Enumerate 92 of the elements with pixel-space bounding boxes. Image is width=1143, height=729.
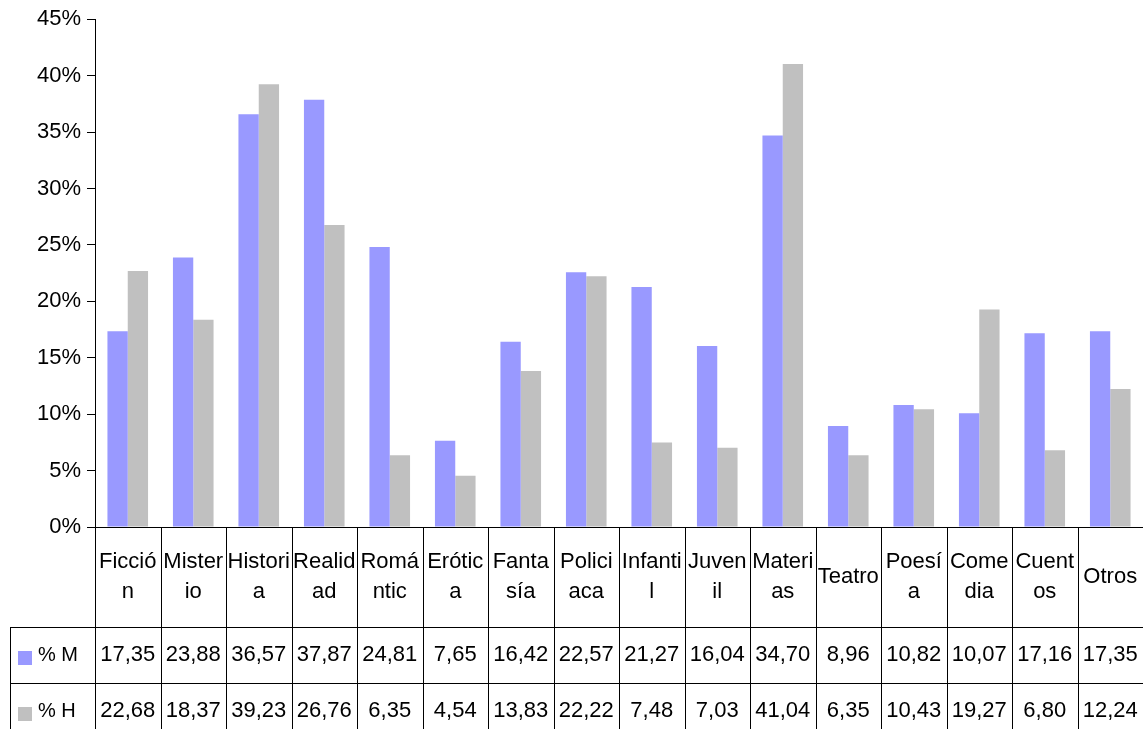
bar: [107, 331, 128, 527]
x-tick-label: Infantil: [621, 548, 682, 604]
bar: [127, 271, 149, 527]
x-tick-label: Erótica: [427, 548, 484, 604]
data-label: 24,81: [362, 641, 418, 667]
x-tick-label: Policiaca: [559, 548, 613, 604]
data-label: 22,68: [100, 697, 156, 723]
y-tick-label: 15%: [36, 343, 81, 369]
bar: [979, 309, 1000, 527]
bar: [782, 63, 804, 527]
data-label: 21,27: [624, 641, 680, 667]
bar: [1044, 450, 1066, 527]
bar: [848, 455, 869, 527]
y-tick-label: 10%: [36, 400, 81, 426]
x-tick-label: Ficción: [99, 548, 157, 604]
data-label: 37,87: [296, 641, 352, 667]
data-label: 12,24: [1082, 697, 1138, 723]
data-label: 4,54: [433, 697, 477, 723]
data-label: 6,35: [368, 697, 412, 723]
bar: [520, 370, 542, 527]
bar: [717, 447, 738, 527]
x-tick-label: Juvenil: [687, 548, 747, 604]
data-label: 18,37: [165, 697, 221, 723]
data-label: 17,16: [1017, 641, 1073, 667]
x-tick-label: Misterio: [163, 548, 224, 604]
data-label: 22,57: [558, 641, 614, 667]
data-label: 26,76: [296, 697, 352, 723]
data-label: 6,35: [826, 697, 870, 723]
data-label: 23,88: [165, 641, 221, 667]
bar: [1110, 388, 1131, 527]
data-label: 10,43: [886, 697, 942, 723]
data-label: 10,82: [886, 641, 942, 667]
data-label: 6,80: [1023, 697, 1067, 723]
bar: [258, 84, 280, 527]
x-tick-label: Poesía: [885, 548, 942, 604]
bar: [455, 475, 476, 527]
x-tick-label: Otros: [1083, 563, 1138, 589]
bar: [893, 404, 914, 527]
x-tick-label: Cuentos: [1015, 548, 1075, 604]
bar: [369, 247, 390, 527]
x-tick-label: Materias: [752, 548, 814, 604]
y-tick-label: 20%: [36, 287, 81, 313]
data-label: 16,42: [493, 641, 549, 667]
data-label: 41,04: [755, 697, 811, 723]
bar: [958, 413, 980, 527]
x-tick-label: Teatro: [817, 563, 879, 589]
data-label: 17,35: [100, 641, 156, 667]
y-tick-label: 35%: [36, 118, 81, 144]
data-label: 8,96: [826, 641, 870, 667]
y-tick-label: 0%: [49, 513, 81, 539]
data-label: 39,23: [231, 697, 287, 723]
bar: [762, 135, 783, 527]
x-tick-label: Fantasía: [492, 548, 550, 604]
y-tick-label: 45%: [36, 5, 81, 31]
bar: [827, 425, 849, 527]
y-tick-label: 5%: [49, 456, 81, 482]
data-label: 7,03: [695, 697, 739, 723]
data-label: 7,65: [433, 641, 477, 667]
bar: [1089, 331, 1111, 527]
bar: [434, 440, 456, 527]
data-label: 10,07: [951, 641, 1007, 667]
bar: [324, 225, 345, 527]
data-label: 17,35: [1082, 641, 1138, 667]
y-tick-label: 30%: [36, 174, 81, 200]
bar: [500, 341, 521, 527]
data-label: 16,04: [689, 641, 745, 667]
bar: [696, 346, 718, 527]
data-label: 22,22: [558, 697, 614, 723]
data-label: 19,27: [951, 697, 1007, 723]
x-tick-label: Historia: [227, 548, 290, 604]
bar: [631, 286, 652, 527]
x-tick-label: Romántic: [360, 548, 420, 604]
bar: [193, 319, 214, 527]
data-label: 34,70: [755, 641, 811, 667]
data-label: 7,48: [630, 697, 674, 723]
data-label: 36,57: [231, 641, 287, 667]
bar: [172, 257, 194, 527]
data-label: 13,83: [493, 697, 549, 723]
y-tick-label: 40%: [36, 61, 81, 87]
bar: [651, 442, 673, 527]
bar: [565, 272, 587, 527]
y-tick-label: 25%: [36, 230, 81, 256]
x-tick-label: Realidad: [293, 548, 356, 604]
bar: [913, 409, 935, 527]
bar: [586, 276, 607, 527]
bar: [389, 455, 411, 527]
legend-label: % H: [38, 698, 76, 721]
bar: [1024, 333, 1045, 527]
bar: [303, 99, 325, 527]
legend-label: % M: [38, 642, 78, 665]
x-tick-label: Comedia: [949, 548, 1009, 604]
bar: [238, 114, 259, 527]
